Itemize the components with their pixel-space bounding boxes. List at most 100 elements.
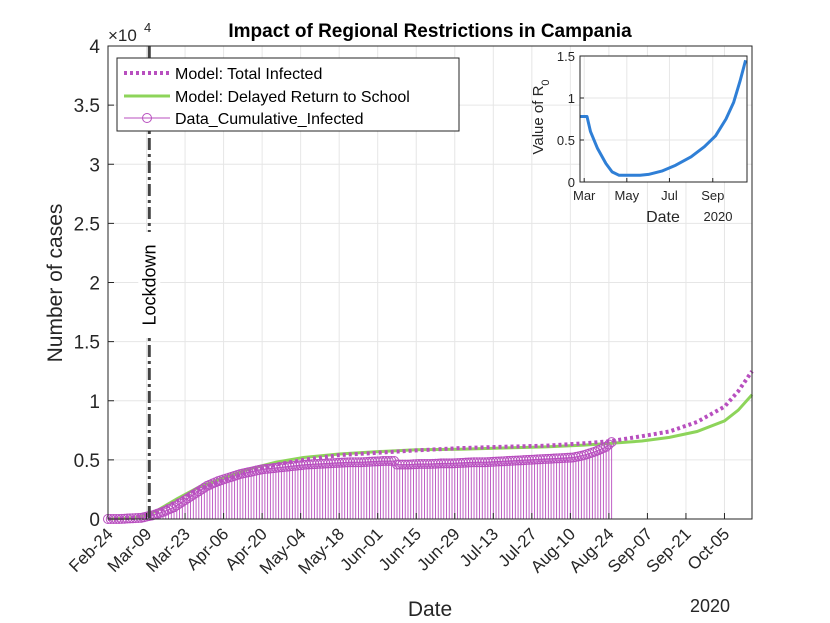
y-exponent-power: 4	[144, 20, 151, 35]
inset-y-tick-label: 1.5	[557, 49, 575, 64]
data-point	[257, 464, 268, 475]
data-point	[259, 464, 270, 475]
data-point	[380, 456, 391, 467]
data-point	[196, 484, 207, 495]
lockdown-label-bg	[138, 232, 161, 338]
data-point	[268, 463, 279, 474]
data-point	[317, 458, 328, 469]
data-point	[510, 455, 521, 466]
data-point	[537, 454, 548, 465]
main-y-tick-label: 2.5	[74, 214, 100, 235]
data-point	[193, 486, 204, 497]
data-point	[441, 458, 452, 469]
data-point	[502, 456, 513, 467]
data-point	[493, 456, 504, 467]
chart-title: Impact of Regional Restrictions in Campa…	[228, 21, 632, 42]
inset-y-axis-label-text: Value of R	[530, 85, 547, 154]
data-point	[295, 460, 306, 471]
data-point	[367, 456, 378, 467]
data-point	[279, 461, 290, 472]
data-point	[471, 457, 482, 468]
data-point	[323, 458, 334, 469]
inset-x-ticks: Mar May Jul Sep	[573, 178, 724, 203]
inset-plot-area	[580, 56, 747, 182]
inset-chart: 0 0.5 1 1.5 Mar May Jul Sep Date 2020 Value of…	[530, 49, 748, 226]
data-point	[169, 502, 180, 513]
inset-y-tick-label: 0	[568, 175, 575, 190]
data-point	[458, 457, 469, 468]
data-point	[532, 454, 543, 465]
main-x-tick-label: Apr-06	[183, 524, 233, 574]
data-point	[265, 463, 276, 474]
inset-x-tick-label: Mar	[573, 188, 596, 203]
legend: Model: Total Infected Model: Delayed Ret…	[116, 57, 460, 132]
data-point	[496, 456, 507, 467]
data-point	[386, 456, 397, 467]
main-x-tick-label: Jun-29	[413, 524, 463, 574]
inset-series-r0	[580, 59, 748, 177]
data-point	[540, 453, 551, 464]
main-y-tick-label: 3.5	[74, 96, 100, 117]
data-point	[402, 459, 413, 470]
inset-x-tick-label: Jul	[661, 188, 678, 203]
data-point	[408, 459, 419, 470]
main-x-tick-label: Oct-05	[684, 524, 734, 574]
data-point	[529, 454, 540, 465]
data-point	[416, 459, 427, 470]
data-point	[334, 457, 345, 468]
data-point	[513, 455, 524, 466]
data-point	[499, 456, 510, 467]
data-point	[449, 458, 460, 469]
data-point	[125, 513, 136, 524]
data-point	[171, 500, 182, 511]
data-point	[400, 459, 411, 470]
data-point	[358, 457, 369, 468]
main-y-tick-label: 4	[89, 37, 100, 58]
main-y-tick-label: 2	[89, 274, 100, 295]
data-point	[378, 456, 389, 467]
inset-axes-box	[579, 55, 748, 183]
data-point	[130, 513, 141, 524]
data-point	[276, 462, 287, 473]
data-point	[543, 453, 554, 464]
data-point	[336, 457, 347, 468]
data-point	[413, 459, 424, 470]
data-point	[557, 453, 568, 464]
x-axis-label: Date	[408, 598, 452, 621]
data-point	[364, 456, 375, 467]
y-exponent: ×10 4	[108, 20, 151, 45]
data-point	[518, 455, 529, 466]
data-point	[298, 459, 309, 470]
data-point	[309, 459, 320, 470]
data-point	[180, 495, 191, 506]
data-point	[474, 457, 485, 468]
data-point	[188, 489, 199, 500]
data-point	[444, 458, 455, 469]
inset-x-axis-label: Date	[646, 209, 680, 226]
data-point	[469, 457, 480, 468]
inset-y-axis-label-subscript: 0	[540, 79, 552, 85]
legend-label-total-infected: Model: Total Infected	[175, 66, 322, 83]
data-point	[339, 457, 350, 468]
inset-x-tick-label: May	[615, 188, 640, 203]
data-point	[504, 455, 515, 466]
data-point	[342, 457, 353, 468]
data-point	[347, 457, 358, 468]
data-point	[460, 457, 471, 468]
inset-lines	[580, 59, 748, 177]
data-point	[281, 461, 292, 472]
data-point	[325, 458, 336, 469]
data-point	[433, 458, 444, 469]
data-point	[174, 498, 185, 509]
main-y-tick-label: 3	[89, 155, 100, 176]
inset-y-ticks: 0 0.5 1 1.5	[557, 49, 584, 190]
series-total-infected	[107, 370, 754, 521]
data-point	[292, 460, 303, 471]
data-point	[411, 459, 422, 470]
legend-item-data-cumulative: Data_Cumulative_Infected	[124, 111, 364, 128]
data-point	[182, 493, 193, 504]
data-point	[287, 461, 298, 472]
data-point	[405, 459, 416, 470]
data-point	[526, 454, 537, 465]
data-point	[554, 453, 565, 464]
